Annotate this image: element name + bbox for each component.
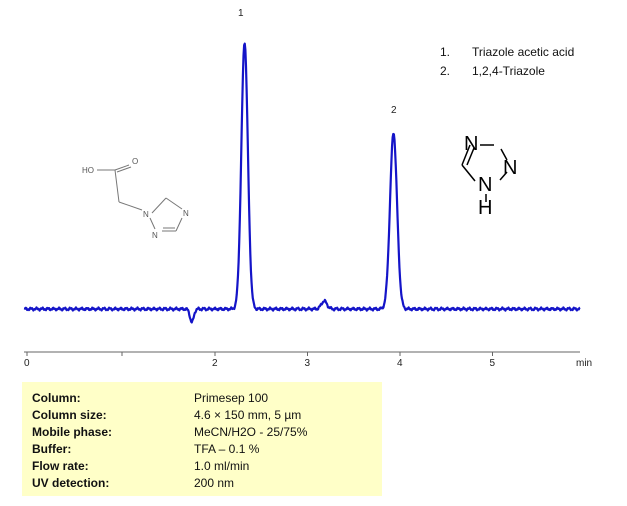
condition-value: 1.0 ml/min (194, 459, 250, 473)
chromatogram: 0 2 3 4 5 min 1 2 1. Triazole acetic acid 2.… (23, 8, 592, 369)
conditions-row: Flow rate: 1.0 ml/min (32, 458, 307, 475)
x-axis-ticks: 0 2 3 4 5 (24, 352, 496, 369)
legend-item-2-number: 2. (440, 64, 450, 78)
triazole-n-top-label: N (464, 133, 478, 155)
triazole-n-mid-label: N (478, 174, 492, 196)
x-tick-label: 5 (490, 358, 496, 369)
x-tick-label: 3 (305, 358, 311, 369)
conditions-row: Column: Primesep 100 (32, 390, 307, 407)
peak-label-1: 1 (238, 8, 244, 19)
conditions-panel: Column: Primesep 100 Column size: 4.6 × 15… (22, 382, 382, 496)
x-axis-unit: min (576, 358, 592, 369)
legend-item-1-name: Triazole acetic acid (472, 45, 574, 59)
condition-value: TFA – 0.1 % (194, 442, 260, 456)
condition-value: MeCN/H2O - 25/75% (194, 425, 308, 439)
conditions-row: Buffer: TFA – 0.1 % (32, 441, 307, 458)
legend: 1. Triazole acetic acid 2. 1,2,4-Triazol… (440, 45, 574, 78)
condition-value: Primesep 100 (194, 391, 269, 405)
x-tick-label: 2 (212, 358, 218, 369)
condition-label: UV detection: (32, 476, 110, 490)
acid-n3-label: N (152, 231, 158, 240)
conditions-row: Column size: 4.6 × 150 mm, 5 µm (32, 407, 307, 424)
legend-item-1-number: 1. (440, 45, 450, 59)
acid-ho-label: HO (82, 166, 94, 175)
condition-label: Column size: (32, 408, 107, 422)
condition-label: Buffer: (32, 442, 72, 456)
acid-n1-label: N (143, 210, 149, 219)
condition-value: 200 nm (194, 476, 235, 490)
acid-n2-label: N (183, 209, 189, 218)
triazole-acetic-acid-structure (97, 164, 183, 232)
x-tick-label: 4 (397, 358, 403, 369)
peak-label-2: 2 (391, 105, 397, 116)
triazole-h-label: H (478, 197, 492, 219)
legend-item-2-name: 1,2,4-Triazole (472, 64, 545, 78)
condition-label: Column: (32, 391, 81, 405)
condition-label: Flow rate: (32, 459, 89, 473)
conditions-table: Column: Primesep 100 Column size: 4.6 × 15… (32, 390, 307, 492)
chromatogram-trace (23, 42, 581, 324)
x-tick-label: 0 (24, 358, 30, 369)
conditions-row: Mobile phase: MeCN/H2O - 25/75% (32, 424, 307, 441)
conditions-row: UV detection: 200 nm (32, 475, 307, 492)
triazole-structure (461, 144, 508, 202)
acid-o-label: O (132, 157, 138, 166)
triazole-n-right-label: N (503, 157, 517, 179)
condition-value: 4.6 × 150 mm, 5 µm (194, 408, 302, 422)
condition-label: Mobile phase: (32, 425, 113, 439)
